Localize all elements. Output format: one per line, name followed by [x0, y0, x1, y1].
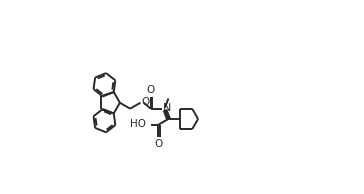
Text: O: O	[154, 139, 162, 149]
Text: HO: HO	[130, 119, 146, 129]
Text: O: O	[141, 97, 150, 107]
Text: N: N	[163, 103, 171, 113]
Text: O: O	[147, 85, 155, 94]
